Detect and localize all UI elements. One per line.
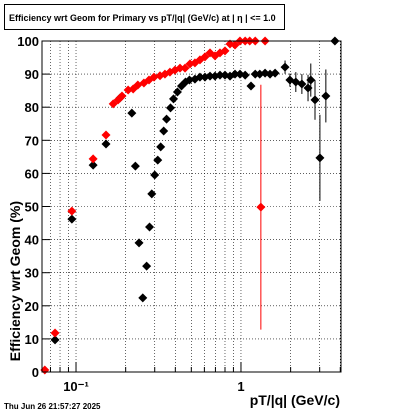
marker: [159, 126, 169, 136]
marker: [205, 71, 215, 81]
marker: [230, 69, 240, 79]
marker: [270, 68, 280, 78]
y-tick-label: 60: [25, 166, 39, 181]
marker: [310, 95, 320, 105]
y-tick-label: 50: [25, 200, 39, 215]
marker: [153, 155, 163, 165]
plot-frame: [41, 40, 342, 373]
y-axis-label: Efficiency wrt Geom (%): [7, 201, 23, 361]
y-tick-label: 100: [17, 34, 39, 49]
marker: [215, 70, 225, 80]
marker: [50, 328, 60, 338]
marker: [162, 114, 172, 124]
marker: [280, 62, 290, 72]
marker: [180, 63, 190, 73]
marker: [250, 69, 260, 79]
marker: [172, 87, 182, 97]
marker: [50, 335, 60, 345]
marker: [138, 293, 148, 303]
marker: [117, 91, 127, 101]
x-tick-label: 10⁻¹: [63, 379, 89, 394]
y-tick-label: 30: [25, 266, 39, 281]
footer-date: Thu Jun 26 21:57:27 2025: [4, 402, 101, 411]
marker: [88, 154, 98, 164]
marker: [145, 222, 155, 232]
y-tick-label: 20: [25, 299, 39, 314]
marker: [67, 206, 77, 216]
marker: [184, 75, 194, 85]
x-axis-label: pT/|q| (GeV/c): [250, 392, 340, 408]
y-tick-label: 10: [25, 332, 39, 347]
marker: [142, 261, 152, 271]
y-tick-label: 80: [25, 100, 39, 115]
marker: [315, 153, 325, 163]
marker: [166, 103, 176, 113]
marker: [220, 46, 230, 56]
marker: [67, 214, 77, 224]
marker: [127, 108, 137, 118]
marker: [156, 142, 166, 152]
marker: [150, 170, 160, 180]
y-tick-label: 40: [25, 233, 39, 248]
x-tick-label: 1: [237, 379, 244, 394]
marker: [256, 202, 266, 212]
marker: [321, 91, 331, 101]
marker: [240, 70, 250, 80]
marker: [130, 161, 140, 171]
y-tick-label: 0: [32, 365, 39, 380]
y-tick-label: 70: [25, 133, 39, 148]
marker: [200, 52, 210, 62]
marker: [101, 139, 111, 149]
marker: [134, 238, 144, 248]
marker: [306, 75, 316, 85]
marker: [246, 81, 256, 91]
chart-title: Efficiency wrt Geom for Primary vs pT/|q…: [9, 13, 276, 23]
marker: [303, 83, 313, 93]
marker: [175, 63, 185, 73]
marker: [88, 160, 98, 170]
marker: [169, 94, 179, 104]
marker: [195, 72, 205, 82]
y-tick-label: 90: [25, 67, 39, 82]
marker: [147, 189, 157, 199]
marker: [149, 72, 159, 82]
marker: [297, 79, 307, 89]
title-box: [4, 4, 285, 30]
marker: [101, 130, 111, 140]
